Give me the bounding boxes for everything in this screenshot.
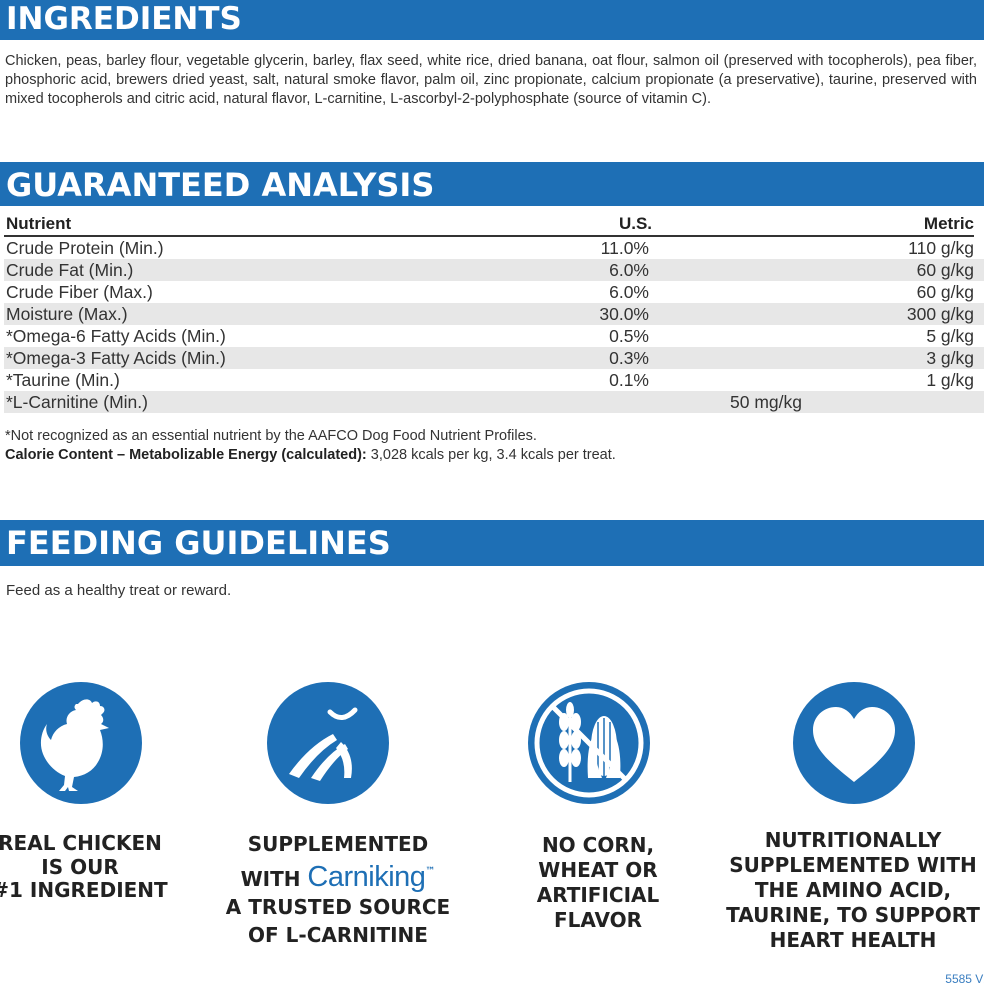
- claim-line: SUPPLEMENTED WITH: [729, 853, 977, 877]
- table-row: *Omega-3 Fatty Acids (Min.) 0.3% 3 g/kg: [4, 347, 984, 369]
- claim-line: IS OUR: [41, 854, 119, 879]
- nutrient-name: Crude Protein (Min.): [6, 238, 164, 258]
- claim-line: WHEAT OR: [538, 858, 658, 882]
- carniking-brand: Carniking: [307, 861, 426, 893]
- claim-no-corn: NO CORN, WHEAT OR ARTIFICIAL FLAVOR: [508, 833, 688, 933]
- metric-value: 60 g/kg: [916, 282, 974, 302]
- table-row: Crude Fat (Min.) 6.0% 60 g/kg: [4, 259, 984, 281]
- table-row: *L-Carnitine (Min.) 50 mg/kg: [4, 391, 984, 413]
- us-value: 0.3%: [609, 348, 649, 368]
- claim-line: NUTRITIONALLY: [764, 828, 942, 852]
- nutrient-name: *Taurine (Min.): [6, 370, 120, 390]
- feeding-heading: FEEDING GUIDELINES: [0, 520, 984, 566]
- column-metric: Metric: [923, 214, 974, 233]
- calorie-label: Calorie Content – Metabolizable Energy (…: [5, 447, 367, 463]
- us-value: 6.0%: [609, 260, 649, 280]
- combined-value: 50 mg/kg: [730, 392, 802, 412]
- nutrient-name: Crude Fat (Min.): [6, 260, 134, 280]
- analysis-heading: GUARANTEED ANALYSIS: [0, 162, 984, 206]
- claim-line: #1 INGREDIENT: [0, 878, 168, 902]
- analysis-table: Crude Protein (Min.) 11.0% 110 g/kg Crud…: [4, 237, 984, 413]
- table-row: *Taurine (Min.) 0.1% 1 g/kg: [4, 369, 984, 391]
- us-value: 30.0%: [599, 304, 649, 324]
- nutrient-name: *Omega-6 Fatty Acids (Min.): [6, 326, 226, 346]
- table-row: *Omega-6 Fatty Acids (Min.) 0.5% 5 g/kg: [4, 325, 984, 347]
- ingredients-heading: INGREDIENTS: [0, 0, 984, 40]
- nutrient-name: *L-Carnitine (Min.): [6, 392, 148, 412]
- claim-line: THE AMINO ACID,: [754, 878, 952, 902]
- metric-value: 300 g/kg: [906, 304, 974, 324]
- claim-carniking: SUPPLEMENTED WITH Carniking™ A TRUSTED S…: [218, 830, 458, 949]
- claim-line: A TRUSTED SOURCE: [225, 895, 451, 919]
- metric-value: 3 g/kg: [926, 348, 974, 368]
- ingredients-list: Chicken, peas, barley flour, vegetable g…: [5, 53, 977, 107]
- claim-line: NO CORN,: [541, 833, 655, 857]
- nutrient-name: *Omega-3 Fatty Acids (Min.): [6, 348, 226, 368]
- metric-value: 5 g/kg: [926, 326, 974, 346]
- heart-icon: [793, 682, 915, 804]
- claim-line: TAURINE, TO SUPPORT: [726, 903, 980, 927]
- nutrient-name: Moisture (Max.): [6, 304, 128, 324]
- table-row: Moisture (Max.) 30.0% 300 g/kg: [4, 303, 984, 325]
- us-value: 0.5%: [609, 326, 649, 346]
- metric-value: 1 g/kg: [926, 370, 974, 390]
- calorie-content: Calorie Content – Metabolizable Energy (…: [5, 446, 616, 465]
- product-code: 5585 V2: [945, 972, 984, 986]
- claim-line: OF L-CARNITINE: [248, 923, 428, 947]
- us-value: 0.1%: [609, 370, 649, 390]
- claim-line: HEART HEALTH: [769, 928, 937, 952]
- claim-line: FLAVOR: [553, 908, 643, 932]
- chicken-icon: [20, 682, 142, 804]
- trademark-symbol: ™: [425, 866, 436, 877]
- metric-value: 60 g/kg: [916, 260, 974, 280]
- metric-value: 110 g/kg: [908, 238, 974, 258]
- claim-line: ARTIFICIAL: [536, 883, 660, 907]
- analysis-table-header: Nutrient U.S. Metric: [4, 213, 974, 237]
- table-row: Crude Fiber (Max.) 6.0% 60 g/kg: [4, 281, 984, 303]
- feeding-text: Feed as a healthy treat or reward.: [6, 582, 232, 599]
- us-value: 6.0%: [609, 282, 649, 302]
- column-us: U.S.: [618, 214, 652, 233]
- claim-line: SUPPLEMENTED: [247, 832, 429, 856]
- aafco-footnote: *Not recognized as an essential nutrient…: [5, 428, 537, 444]
- claim-line: REAL CHICKEN: [0, 831, 162, 855]
- table-row: Crude Protein (Min.) 11.0% 110 g/kg: [4, 237, 984, 259]
- claim-line: WITH Carniking™: [218, 858, 458, 893]
- us-value: 11.0%: [600, 238, 649, 258]
- nutrient-name: Crude Fiber (Max.): [6, 282, 153, 302]
- no-grain-icon: [528, 682, 650, 804]
- column-nutrient: Nutrient: [6, 214, 72, 233]
- claim-real-chicken: REAL CHICKEN IS OUR #1 INGREDIENT: [0, 831, 170, 903]
- carniking-icon: [267, 682, 389, 804]
- claim-word: WITH: [240, 867, 301, 891]
- calorie-value: 3,028 kcals per kg, 3.4 kcals per treat.: [366, 447, 616, 463]
- claim-taurine: NUTRITIONALLY SUPPLEMENTED WITH THE AMIN…: [718, 828, 984, 953]
